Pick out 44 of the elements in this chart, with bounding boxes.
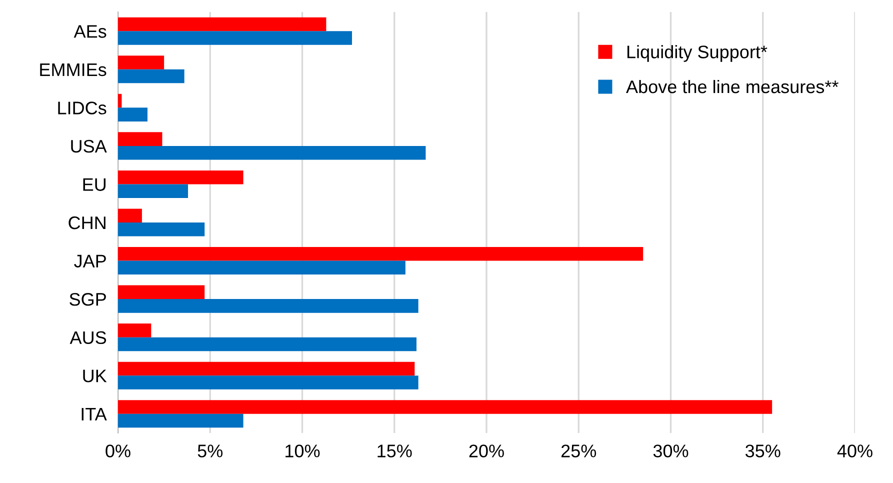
bar (118, 184, 188, 198)
bar (118, 337, 416, 352)
x-tick-label: 40% (837, 444, 872, 458)
bar (118, 94, 122, 108)
legend-label: Above the line measures** (626, 80, 838, 94)
y-tick-label: SGP (70, 292, 106, 306)
y-tick-label: AUS (70, 331, 106, 344)
y-tick-label: ITA (82, 408, 107, 420)
bar (118, 69, 184, 84)
bar (118, 108, 148, 122)
x-tick-label: 35% (745, 444, 780, 458)
y-tick-label: UK (83, 370, 107, 382)
x-tick-label: 10% (286, 444, 320, 458)
x-tick-label: 25% (561, 444, 596, 458)
bar (118, 246, 644, 261)
y-tick-label: AEs (74, 25, 106, 38)
bar (118, 31, 352, 45)
bar (118, 285, 205, 300)
bar (118, 400, 772, 414)
bar (118, 414, 244, 428)
bar (118, 56, 164, 70)
x-tick-label: 20% (469, 444, 504, 458)
y-tick-label: LIDCs (58, 102, 106, 114)
bar (118, 132, 162, 146)
bar (118, 376, 418, 390)
bar (118, 222, 205, 236)
bar (118, 170, 244, 184)
x-tick-label: 5% (198, 444, 223, 458)
y-tick-label: EU (83, 178, 106, 191)
x-tick-label: 0% (106, 444, 130, 458)
x-tick-label: 15% (378, 444, 412, 458)
bar (118, 146, 426, 160)
bar (118, 299, 418, 313)
bar (118, 260, 406, 275)
bar (118, 324, 152, 338)
bar (118, 208, 142, 222)
bar (118, 17, 326, 32)
x-tick-label: 30% (653, 444, 688, 458)
y-tick-label: EMMIEs (40, 64, 106, 76)
legend-label: Liquidity Support* (627, 45, 768, 62)
y-tick-label: USA (71, 140, 107, 153)
y-tick-label: JAP (74, 254, 106, 268)
y-tick-label: CHN (68, 216, 106, 230)
bar (118, 362, 415, 376)
